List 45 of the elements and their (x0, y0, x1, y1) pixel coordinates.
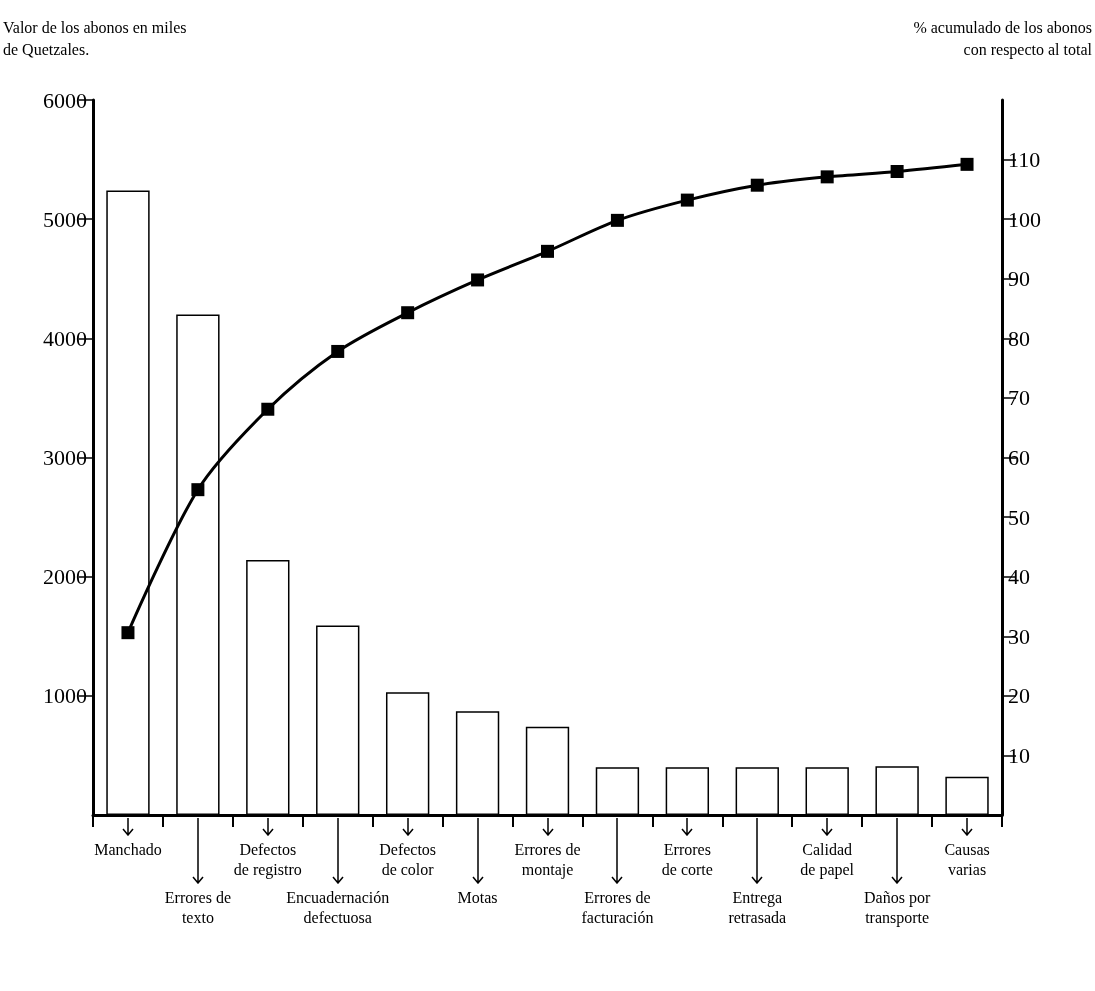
y-tick-label: 3000 (43, 445, 87, 470)
point (960, 157, 974, 171)
y-tick-label: 2000 (43, 564, 87, 590)
x-tick-label: Encuadernación defectuosa (286, 888, 390, 926)
point (750, 178, 764, 192)
x-tick-label: Manchado (94, 840, 162, 858)
point (191, 483, 205, 497)
x-tick-label: Errores de corte (661, 840, 713, 878)
x-tick-label: Errores de montaje (514, 840, 581, 879)
y2-tick-label: 70 (1008, 385, 1030, 411)
y2-tick-label: 60 (1008, 445, 1030, 470)
x-tick-label: Motas (457, 888, 498, 906)
point (820, 170, 834, 184)
x-tick-label: Errores de facturación (581, 888, 654, 926)
y-tick-label: 4000 (43, 325, 87, 351)
y2-axis-title: % acumulado de los abonos con respecto al total (913, 18, 1093, 59)
y2-tick-label: 80 (1008, 325, 1030, 351)
y-tick-label: 1000 (43, 683, 87, 709)
y-axis-title: Valor de los abonos en miles de Quetzales. (3, 18, 187, 58)
x-tick-label: Defectos de registro (233, 840, 302, 879)
point (331, 344, 345, 358)
x-tick-label: Defectos de color (379, 840, 437, 878)
y2-tick-label: 110 (1008, 147, 1041, 173)
y2-tick-label: 40 (1008, 564, 1030, 590)
y2-tick-label: 20 (1008, 683, 1030, 709)
y2-tick-label: 30 (1008, 623, 1030, 649)
x-tick-label: Causas varias (944, 840, 990, 878)
x-tick-label: Daños por transporte (864, 888, 931, 927)
y2-tick-label: 100 (1008, 206, 1041, 232)
x-tick-label: Calidad de papel (800, 840, 855, 879)
y2-tick-label: 10 (1008, 742, 1030, 768)
point (401, 306, 415, 320)
y-tick-label: 5000 (43, 206, 87, 232)
point (680, 193, 694, 207)
y2-tick-label: 90 (1008, 266, 1030, 292)
y2-tick-label: 50 (1008, 504, 1030, 530)
x-tick-label: Errores de texto (164, 888, 231, 926)
point (471, 273, 485, 287)
point (890, 165, 904, 178)
point (261, 402, 275, 416)
y-tick-label: 6000 (43, 87, 87, 113)
point (541, 244, 554, 258)
point (121, 626, 135, 640)
point (610, 213, 624, 227)
x-tick-label: Entrega retrasada (728, 888, 787, 926)
